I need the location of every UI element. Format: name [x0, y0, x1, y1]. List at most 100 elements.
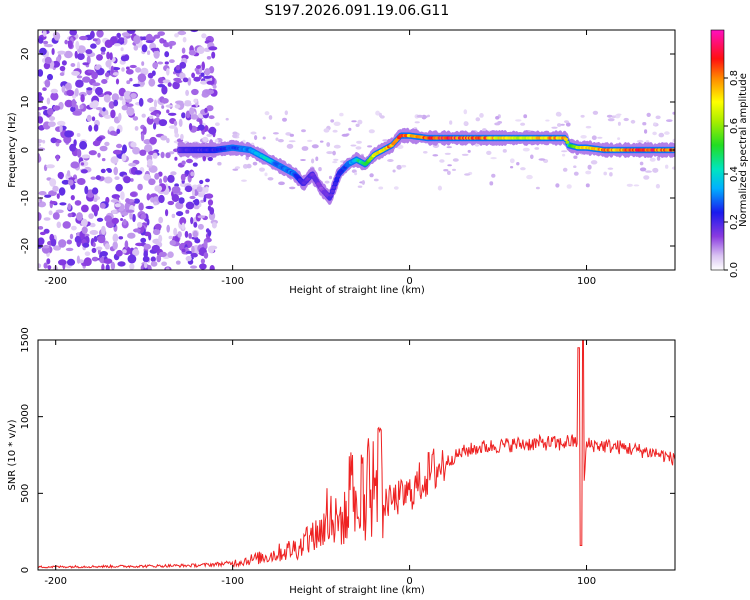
snr-x-tick-label: 100 [577, 576, 596, 587]
noise-blob [158, 216, 164, 224]
noise-blob [646, 112, 651, 117]
noise-blob [72, 110, 82, 116]
noise-blob [289, 186, 296, 190]
noise-blob [190, 30, 199, 33]
noise-blob [185, 110, 191, 119]
noise-blob [157, 31, 165, 36]
noise-blob [48, 210, 53, 216]
noise-blob [89, 230, 99, 235]
noise-blob [153, 122, 157, 130]
noise-blob [175, 64, 181, 71]
noise-blob [46, 164, 55, 169]
noise-blob [185, 255, 192, 262]
noise-blob [134, 125, 139, 131]
noise-blob [141, 44, 148, 53]
noise-blob [166, 137, 170, 144]
noise-blob [161, 85, 168, 95]
noise-blob [182, 36, 187, 43]
noise-blob [44, 44, 54, 48]
noise-blob [38, 237, 45, 246]
noise-blob [66, 170, 71, 177]
noise-blob [208, 126, 217, 135]
noise-blob [156, 254, 162, 263]
noise-blob [140, 213, 146, 220]
noise-blob [333, 158, 339, 161]
noise-blob [177, 231, 182, 238]
noise-blob [70, 161, 80, 169]
noise-blob [83, 257, 92, 266]
noise-blob [50, 88, 58, 94]
noise-blob [208, 46, 218, 51]
noise-blob [490, 157, 497, 160]
noise-blob [154, 173, 160, 180]
noise-blob [64, 39, 68, 45]
noise-blob [630, 119, 636, 124]
noise-blob [190, 217, 194, 225]
noise-blob [232, 133, 238, 139]
noise-blob [182, 77, 189, 83]
noise-blob [140, 132, 145, 142]
noise-blob [171, 213, 176, 219]
noise-blob [652, 131, 657, 136]
noise-blob [192, 230, 198, 238]
noise-blob [444, 152, 451, 155]
noise-blob [47, 73, 53, 81]
noise-blob [169, 59, 175, 63]
noise-blob [132, 116, 139, 121]
noise-blob [437, 185, 442, 191]
noise-blob [361, 180, 365, 185]
noise-blob [286, 143, 294, 149]
noise-blob [561, 150, 568, 153]
noise-blob [96, 217, 104, 222]
noise-blob [566, 184, 572, 189]
noise-blob [110, 65, 114, 75]
noise-blob [461, 153, 469, 156]
noise-blob [130, 141, 137, 148]
noise-blob [81, 154, 91, 159]
noise-blob [186, 158, 193, 164]
noise-blob [64, 130, 73, 138]
noise-blob [41, 105, 48, 110]
noise-blob [319, 140, 324, 143]
noise-blob [645, 170, 652, 173]
noise-blob [464, 173, 471, 176]
noise-blob [170, 171, 177, 176]
noise-blob [133, 198, 140, 204]
noise-blob [88, 150, 97, 156]
spectrogram-y-tick-label: 0 [20, 147, 31, 153]
noise-blob [127, 30, 136, 34]
noise-blob [246, 163, 252, 169]
noise-blob [252, 161, 258, 166]
noise-blob [204, 107, 208, 114]
noise-blob [301, 129, 306, 133]
noise-blob [114, 203, 121, 208]
noise-blob [38, 92, 42, 97]
noise-blob [278, 181, 285, 186]
noise-blob [104, 141, 110, 147]
noise-blob [585, 170, 592, 175]
noise-blob [99, 251, 108, 257]
noise-blob [74, 50, 78, 59]
spectrogram-x-tick-label: 100 [577, 276, 596, 287]
noise-blob [573, 171, 579, 176]
noise-blob [653, 122, 657, 126]
noise-blob [107, 168, 112, 173]
noise-blob [165, 209, 169, 217]
noise-blob [611, 115, 616, 119]
noise-blob [110, 199, 119, 203]
noise-blob [122, 144, 127, 154]
noise-blob [143, 250, 148, 258]
spectrogram-y-tick-label: 20 [20, 48, 31, 61]
noise-blob [189, 107, 195, 115]
noise-blob [38, 111, 41, 117]
snr-series-line [38, 340, 675, 569]
noise-blob [268, 115, 273, 120]
noise-blob [177, 30, 187, 36]
noise-blob [157, 84, 165, 88]
noise-blob [655, 115, 661, 120]
noise-blob [151, 244, 160, 252]
noise-blob [204, 68, 211, 76]
noise-blob [530, 154, 534, 160]
noise-blob [190, 114, 199, 120]
spectrogram-x-tick-label: -200 [44, 276, 67, 287]
